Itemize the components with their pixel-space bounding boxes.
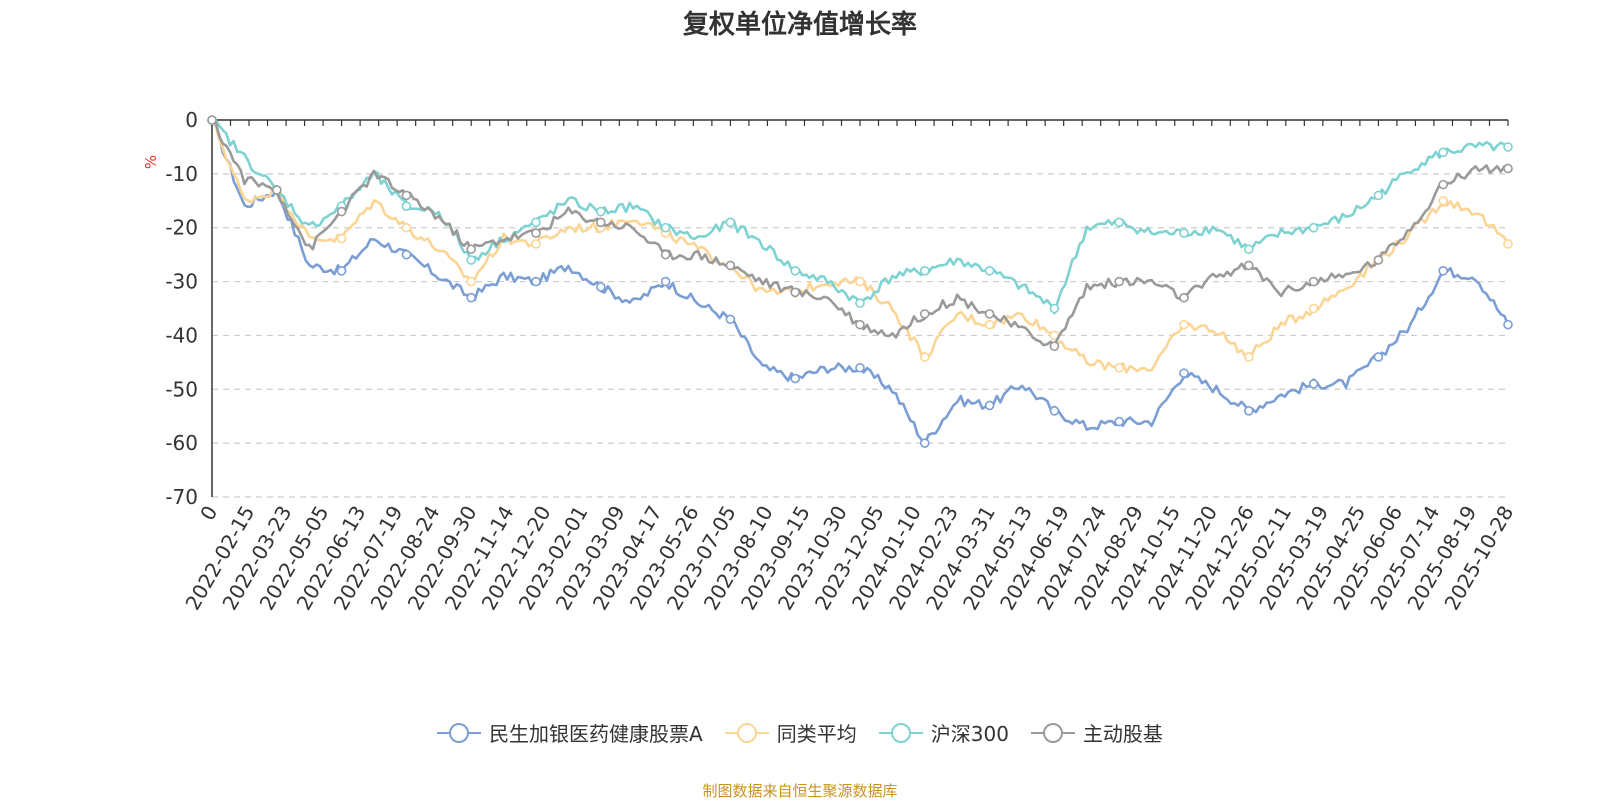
data-point <box>1049 406 1060 416</box>
data-point <box>1308 303 1319 314</box>
data-point <box>1244 406 1254 416</box>
data-point <box>1373 190 1384 201</box>
data-point <box>1244 244 1254 255</box>
data-point <box>1503 319 1513 330</box>
data-point <box>466 244 477 255</box>
data-point <box>855 362 865 373</box>
legend-label: 主动股基 <box>1082 722 1163 746</box>
data-point <box>531 217 541 228</box>
data-point <box>984 319 995 330</box>
series-line <box>210 119 1510 374</box>
data-point <box>725 260 736 271</box>
x-tick-label: 0 <box>195 502 222 525</box>
data-point <box>531 239 541 249</box>
data-point <box>1503 239 1513 249</box>
data-point <box>466 255 477 265</box>
y-tick-label: -10 <box>165 162 198 186</box>
data-point <box>1438 265 1448 276</box>
legend-label: 沪深300 <box>930 722 1009 746</box>
data-point <box>336 233 347 244</box>
data-point <box>855 276 865 287</box>
data-point <box>1308 276 1319 287</box>
data-point <box>790 265 801 276</box>
data-point <box>1179 228 1189 238</box>
y-tick-label: -50 <box>165 377 198 401</box>
data-point <box>1438 179 1448 190</box>
data-point <box>1049 303 1060 314</box>
data-point <box>1179 319 1189 330</box>
legend-marker-icon <box>878 722 923 743</box>
legend-label: 民生加银医药健康股票A <box>489 722 703 746</box>
y-tick-label: -60 <box>165 431 198 455</box>
data-point <box>984 265 995 276</box>
data-point <box>1244 352 1254 362</box>
data-point <box>466 276 477 287</box>
data-point <box>919 438 930 448</box>
data-point <box>790 373 801 384</box>
chart-legend: 民生加银医药健康股票A 同类平均 沪深300 主动股基 <box>0 718 1600 747</box>
data-source-credit: 制图数据来自恒生聚源数据库 <box>702 782 898 800</box>
legend-item-peer-average[interactable]: 同类平均 <box>724 718 857 747</box>
data-point <box>1438 147 1448 158</box>
data-point <box>466 292 477 303</box>
data-point <box>919 309 930 319</box>
data-point <box>271 185 282 195</box>
data-point <box>1373 352 1384 362</box>
data-point <box>531 228 541 238</box>
data-point <box>531 276 541 287</box>
data-point <box>1114 362 1124 373</box>
data-point <box>855 298 865 308</box>
data-point <box>790 287 801 298</box>
data-point <box>336 265 347 276</box>
legend-marker-icon <box>724 722 769 743</box>
data-point <box>207 115 217 125</box>
data-point <box>1114 276 1124 287</box>
data-point <box>725 314 736 325</box>
data-point <box>1179 292 1189 303</box>
data-point <box>725 217 736 228</box>
data-point <box>984 400 995 411</box>
data-point <box>401 222 412 233</box>
data-point <box>1308 379 1319 389</box>
data-point <box>660 249 671 260</box>
data-point <box>401 190 412 201</box>
data-point <box>919 265 930 276</box>
data-point <box>595 206 606 217</box>
data-point <box>855 319 865 330</box>
legend-marker-icon <box>1030 722 1075 743</box>
data-point <box>401 201 412 211</box>
data-point <box>1308 222 1319 233</box>
y-tick-label: -70 <box>165 485 198 509</box>
data-point <box>1114 416 1124 427</box>
data-point <box>1244 260 1254 271</box>
data-point <box>1114 217 1124 228</box>
data-point <box>1438 195 1448 206</box>
data-point <box>660 276 671 287</box>
y-tick-label: -40 <box>165 323 198 347</box>
legend-item-csi300[interactable]: 沪深300 <box>878 718 1009 747</box>
data-point <box>1373 255 1384 265</box>
y-tick-label: 0 <box>185 108 198 132</box>
data-point <box>1503 163 1513 174</box>
data-point <box>336 206 347 217</box>
data-point <box>595 282 606 292</box>
legend-marker-icon <box>437 722 482 743</box>
legend-item-fund[interactable]: 民生加银医药健康股票A <box>437 718 703 747</box>
chart-title: 复权单位净值增长率 <box>682 10 917 40</box>
legend-label: 同类平均 <box>776 722 857 746</box>
data-point <box>919 352 930 362</box>
y-tick-label: -20 <box>165 216 198 240</box>
legend-item-active-equity[interactable]: 主动股基 <box>1030 718 1163 747</box>
data-point <box>1503 142 1513 152</box>
data-point <box>401 249 412 260</box>
data-point <box>1179 368 1189 378</box>
data-point <box>1049 341 1060 352</box>
y-tick-label: -30 <box>165 270 198 294</box>
data-point <box>984 309 995 319</box>
data-point <box>660 222 671 233</box>
y-axis-unit: % <box>142 155 160 169</box>
data-point <box>595 217 606 228</box>
